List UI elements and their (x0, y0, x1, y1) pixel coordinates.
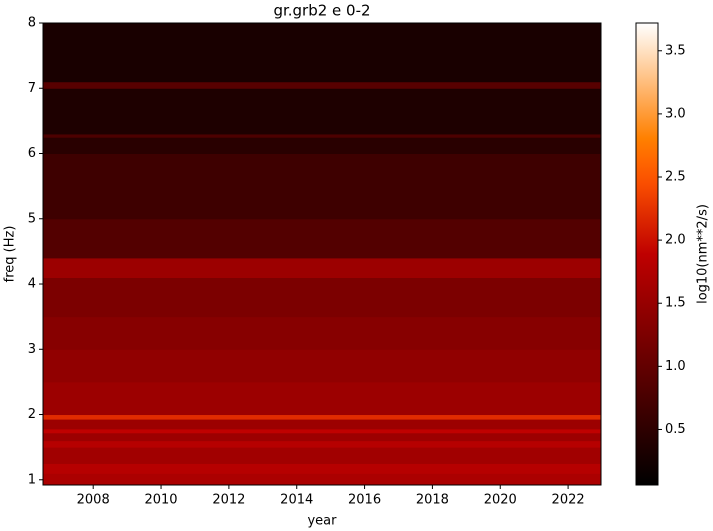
y-tick-label: 1 (28, 472, 36, 487)
chart-title: gr.grb2 e 0-2 (273, 2, 370, 20)
colorbar-tick-label: 1.5 (665, 296, 686, 311)
heatmap-cell (43, 81, 601, 89)
x-tick-label: 2016 (348, 493, 381, 508)
x-tick-label: 2020 (484, 493, 517, 508)
heatmap-cell (43, 316, 601, 350)
heatmap-cell (43, 137, 601, 155)
heatmap-cell (43, 447, 601, 464)
colorbar-tick-label: 2.0 (665, 233, 686, 248)
heatmap-cell (43, 419, 601, 430)
x-axis-label: year (307, 514, 337, 529)
heatmap-cell (43, 440, 601, 448)
heatmap-cell (43, 218, 601, 259)
heatmap-cell (43, 432, 601, 442)
heatmap-cell (43, 133, 601, 138)
x-tick-label: 2008 (77, 493, 110, 508)
heatmap-cell (43, 349, 601, 383)
colorbar (635, 22, 659, 486)
heatmap-cell (43, 414, 601, 420)
y-tick-label: 3 (28, 342, 36, 357)
x-tick-label: 2022 (552, 493, 585, 508)
x-tick-label: 2014 (280, 493, 313, 508)
heatmap-cell (43, 381, 601, 416)
colorbar-label: log10(nm**2/s) (696, 204, 711, 304)
y-tick-label: 5 (28, 211, 36, 226)
plot-frame (42, 22, 602, 486)
heatmap-cell (43, 257, 601, 278)
y-axis-label: freq (Hz) (3, 226, 18, 283)
x-tick-label: 2010 (144, 493, 177, 508)
heatmap-cell (43, 88, 601, 135)
y-tick-label: 8 (28, 16, 36, 31)
colorbar-tick-label: 2.5 (665, 170, 686, 185)
heatmap-cell (43, 473, 601, 486)
x-tick-label: 2012 (212, 493, 245, 508)
colorbar-tick-label: 1.0 (665, 359, 686, 374)
y-tick-label: 7 (28, 81, 36, 96)
x-tick-label: 2018 (416, 493, 449, 508)
colorbar-tick-label: 3.0 (665, 106, 686, 121)
heatmap-cell (43, 23, 601, 83)
heatmap-cell (43, 428, 601, 434)
heatmap-cell (43, 277, 601, 318)
heatmap-cell (43, 463, 601, 474)
colorbar-tick-label: 3.5 (665, 43, 686, 58)
colorbar-tick-label: 0.5 (665, 422, 686, 437)
heatmap-cell (43, 153, 601, 220)
y-tick-label: 2 (28, 407, 36, 422)
y-tick-label: 4 (28, 277, 36, 292)
y-tick-label: 6 (28, 146, 36, 161)
